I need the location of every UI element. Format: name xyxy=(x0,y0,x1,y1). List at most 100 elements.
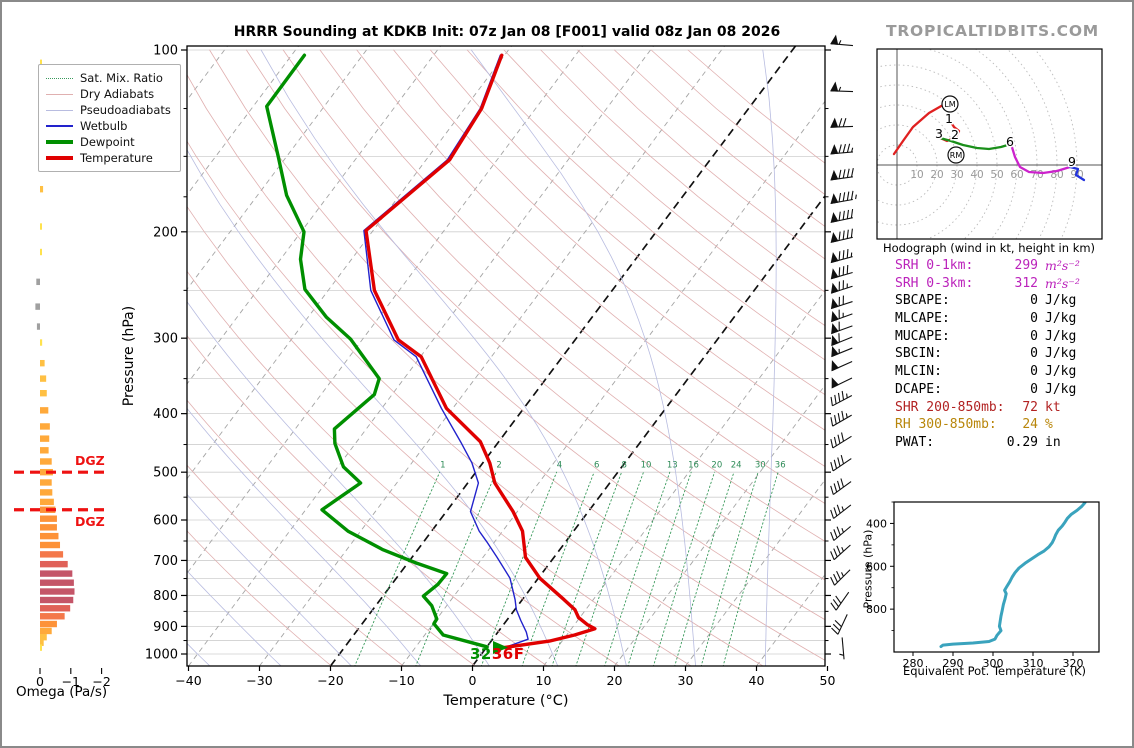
legend-label: Sat. Mix. Ratio xyxy=(80,71,163,85)
omega-bar xyxy=(40,359,45,367)
stat-unit: % xyxy=(1045,417,1053,433)
legend-swatch xyxy=(46,93,73,95)
temperature-axis-label: Temperature (°C) xyxy=(443,693,569,709)
watermark: TROPICALTIDBITS.COM xyxy=(885,22,1100,40)
surface-values-label: 3236F xyxy=(470,645,525,663)
wind-barb xyxy=(831,360,853,372)
wind-barb xyxy=(830,478,852,495)
omega-bar xyxy=(35,303,40,310)
skewt-main-panel: 1 2 4 6 8 10 13 16 20 24 30 36100200300400500600700… xyxy=(145,44,836,689)
omega-bar xyxy=(40,579,74,586)
legend-item: Dry Adiabats xyxy=(46,86,171,102)
omega-bar xyxy=(40,570,73,577)
omega-bar xyxy=(40,59,42,66)
dgz-label: DGZ xyxy=(75,514,105,529)
stat-value: 72 xyxy=(1022,399,1038,415)
wind-barb xyxy=(830,190,857,205)
theta-e-curve xyxy=(939,502,1087,649)
thetae-axis-label: Equivalent Pot. Temperature (K) xyxy=(902,664,1087,678)
svg-text:16: 16 xyxy=(688,460,699,470)
omega-bar xyxy=(36,278,40,286)
svg-text:10: 10 xyxy=(641,460,652,470)
wind-barb xyxy=(831,309,853,323)
stat-row-mlcape: MLCAPE: 0 J/kg xyxy=(895,311,1130,329)
omega-bar xyxy=(40,185,44,193)
stat-row-mucape: MUCAPE: 0 J/kg xyxy=(895,329,1130,347)
svg-text:300: 300 xyxy=(983,657,1004,670)
svg-text:4: 4 xyxy=(557,460,562,470)
legend-swatch xyxy=(46,77,73,79)
stat-unit: in xyxy=(1045,434,1061,450)
svg-text:290: 290 xyxy=(943,657,964,670)
dewpoint-curve xyxy=(265,53,489,649)
surface-temperature-value: 36F xyxy=(491,645,525,663)
svg-text:2: 2 xyxy=(496,460,501,470)
legend-swatch xyxy=(46,125,73,127)
wind-barb xyxy=(830,525,852,541)
legend: Sat. Mix. Ratio Dry Adiabats Pseudoadiabat… xyxy=(38,64,181,172)
legend-item: Pseudoadiabats xyxy=(46,102,171,118)
svg-text:1: 1 xyxy=(945,111,953,126)
omega-bar xyxy=(40,375,47,382)
omega-bar xyxy=(40,551,64,558)
stat-value: 0 xyxy=(1030,293,1038,309)
omega-bar xyxy=(40,435,50,442)
stat-unit: J/kg xyxy=(1045,311,1077,327)
dewpoint-arrowhead xyxy=(493,641,508,654)
wind-barb xyxy=(831,614,848,635)
omega-bar xyxy=(40,634,47,641)
stat-label: SRH 0-1km: xyxy=(895,258,974,273)
svg-text:800: 800 xyxy=(153,589,178,604)
svg-text:400: 400 xyxy=(866,517,887,530)
svg-text:−10: −10 xyxy=(388,673,414,688)
wind-barb xyxy=(830,432,852,449)
omega-bar xyxy=(40,524,57,531)
stat-unit: kt xyxy=(1045,399,1061,415)
stat-label: PWAT: xyxy=(895,434,935,450)
svg-text:900: 900 xyxy=(153,620,178,635)
wind-barb xyxy=(831,345,853,358)
wind-barb xyxy=(831,333,853,347)
wind-barb xyxy=(830,264,853,280)
svg-text:6: 6 xyxy=(594,460,599,470)
stat-label: MLCAPE: xyxy=(895,311,950,327)
stat-label: MUCAPE: xyxy=(895,328,950,344)
svg-text:100: 100 xyxy=(153,44,178,59)
svg-text:20: 20 xyxy=(607,673,623,688)
svg-text:1000: 1000 xyxy=(145,648,178,663)
svg-text:1: 1 xyxy=(440,460,445,470)
thetae-pressure-label: Pressure (hPa) xyxy=(861,529,875,609)
stat-unit: m²s⁻² xyxy=(1045,258,1080,273)
surface-dewpoint-value: 32 xyxy=(470,645,492,663)
stat-value: 0 xyxy=(1030,328,1038,344)
stat-label: MLCIN: xyxy=(895,364,942,380)
hodograph-trace-3-6km xyxy=(938,136,1013,151)
omega-bar xyxy=(36,323,40,330)
svg-text:20: 20 xyxy=(930,169,943,181)
hodograph-trace-9km+ xyxy=(1068,165,1086,182)
stat-unit: J/kg xyxy=(1045,293,1077,309)
svg-text:30: 30 xyxy=(755,460,766,470)
omega-bar xyxy=(40,588,75,595)
storm-motion-marker-rm xyxy=(947,146,965,164)
legend-item: Dewpoint xyxy=(46,134,171,150)
omega-bar xyxy=(40,613,65,620)
svg-text:30: 30 xyxy=(950,169,963,181)
wind-barb xyxy=(830,228,853,244)
stat-row-dcape: DCAPE: 0 J/kg xyxy=(895,382,1130,400)
stat-label: SBCAPE: xyxy=(895,293,950,309)
wind-barb xyxy=(830,454,852,472)
stat-row-shr-200-850mb: SHR 200-850mb: 72 kt xyxy=(895,400,1130,418)
theta-e-panel: 280 290 300 310 320 400 600 800 xyxy=(866,501,1100,670)
wind-barb xyxy=(830,81,854,93)
svg-text:300: 300 xyxy=(153,332,178,347)
wind-barb-column xyxy=(830,34,857,660)
omega-bar xyxy=(40,605,71,612)
wind-barb xyxy=(830,591,850,611)
svg-text:−2: −2 xyxy=(92,674,110,689)
stat-unit: J/kg xyxy=(1045,346,1077,362)
omega-bar xyxy=(40,515,57,522)
stat-value: 24 xyxy=(1022,417,1038,433)
